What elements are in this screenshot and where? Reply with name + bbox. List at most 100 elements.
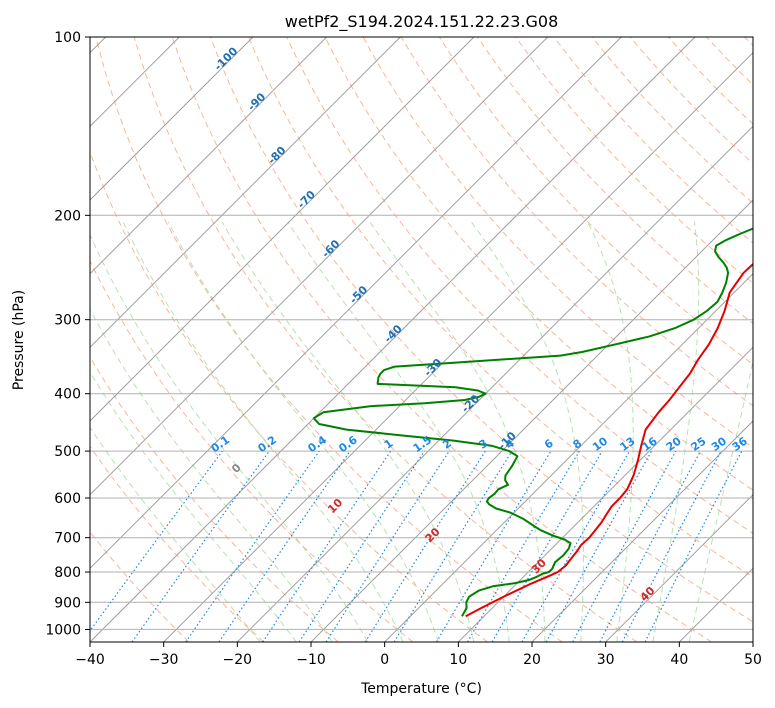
y-axis-title: Pressure (hPa)	[11, 290, 27, 390]
x-axis-ticks: −40 −30 −20 −10 0 10 20 30 40 50	[75, 642, 762, 668]
isotherm-label: -60	[319, 237, 342, 260]
moist-adiabat-line	[470, 221, 584, 642]
isotherm-line	[236, 125, 753, 642]
dry-adiabat-line	[553, 37, 753, 244]
x-tick-label: 20	[523, 652, 541, 668]
y-tick-label: 700	[54, 531, 81, 547]
isotherm-line	[90, 37, 696, 642]
dry-adiabat-line	[515, 37, 753, 284]
mixing-ratio-label: 2	[440, 437, 454, 452]
moist-adiabat-line	[586, 221, 634, 642]
isotherm-line	[90, 37, 254, 201]
moist-adiabat-line	[90, 308, 333, 642]
isotherm-line	[384, 272, 753, 642]
isotherm-line	[310, 199, 753, 642]
isotherm-label: -40	[382, 322, 405, 345]
x-tick-label: −10	[296, 652, 326, 668]
dry-adiabat-line	[95, 37, 563, 642]
mixing-ratio-line	[545, 450, 653, 642]
y-tick-label: 100	[54, 30, 81, 46]
mixing-ratio-line	[644, 450, 743, 642]
dry-adiabat-line	[133, 37, 638, 642]
y-tick-label: 400	[54, 387, 81, 403]
dry-adiabat-line	[90, 259, 414, 642]
dry-adiabat-label: 0	[229, 461, 244, 476]
moist-adiabat-line	[221, 221, 475, 642]
isotherm-label: -30	[421, 356, 444, 379]
dry-adiabat-line	[171, 37, 712, 642]
mixing-ratio-line	[90, 450, 223, 632]
moist-adiabat-line	[90, 371, 297, 642]
profile-lines	[312, 227, 753, 618]
x-axis-title: Temperature (°C)	[360, 681, 482, 697]
moist-adiabat-line	[122, 221, 404, 642]
y-tick-label: 500	[54, 444, 81, 460]
moist-adiabat-line	[90, 233, 369, 642]
x-tick-label: −20	[223, 652, 253, 668]
moist-adiabat-line	[287, 221, 510, 642]
isotherm-label: -70	[295, 188, 318, 211]
isotherm-line	[752, 641, 753, 642]
mixing-ratio-line	[131, 450, 270, 642]
x-tick-label: −30	[149, 652, 179, 668]
dry-adiabat-line	[668, 37, 753, 125]
isotherm-label: -20	[459, 392, 482, 415]
background-lines	[90, 37, 753, 642]
isotherm-line	[163, 51, 753, 642]
mixing-ratio-line	[185, 450, 320, 642]
moist-adiabat-line	[688, 358, 753, 642]
dry-adiabat-line	[286, 37, 753, 534]
isotherm-label: -80	[265, 144, 288, 167]
isotherm-line	[605, 493, 753, 642]
x-tick-label: 10	[449, 652, 467, 668]
x-tick-label: −40	[75, 652, 105, 668]
mixing-ratio-line	[521, 450, 631, 642]
dry-adiabat-line	[744, 37, 753, 47]
moist-adiabat-line	[90, 426, 261, 642]
mixing-ratio-line	[572, 450, 677, 642]
y-tick-label: 1000	[45, 622, 81, 638]
isotherm-line	[90, 37, 622, 570]
y-tick-label: 800	[54, 565, 81, 581]
mixing-ratio-line	[435, 450, 552, 642]
dry-adiabat-line	[591, 37, 753, 204]
y-tick-label: 200	[54, 208, 81, 224]
isotherm-label: -90	[245, 90, 268, 113]
x-tick-label: 50	[744, 652, 762, 668]
dry-adiabat-line	[706, 37, 753, 86]
mixing-ratio-line	[599, 450, 702, 642]
isotherm-line	[90, 37, 475, 422]
isotherm-line	[457, 346, 753, 642]
isotherm-line	[90, 37, 401, 349]
isotherm-line	[678, 567, 753, 642]
chart-title: wetPf2_S194.2024.151.22.23.G08	[285, 12, 559, 32]
isotherm-line	[90, 37, 549, 496]
y-axis-ticks: 100 200 300 400 500 600 700 800 900 1000	[45, 30, 90, 638]
mixing-ratio-line	[218, 450, 351, 642]
isotherm-line	[90, 37, 328, 275]
mixing-ratio-line	[393, 450, 513, 642]
plot-frame	[89, 36, 754, 643]
y-tick-label: 300	[54, 313, 81, 329]
moist-adiabat-line	[652, 221, 700, 642]
mixing-ratio-line	[325, 450, 450, 642]
mixing-ratio-label: 0.1	[209, 433, 232, 455]
dry-adiabat-line	[248, 37, 753, 578]
isotherm-label: -100	[212, 44, 241, 73]
y-tick-label: 900	[54, 595, 81, 611]
profile-series-line	[312, 227, 753, 617]
mixing-ratio-line	[364, 450, 486, 642]
isotherm-label: -50	[347, 283, 370, 306]
x-tick-label: 0	[380, 652, 389, 668]
mixing-ratio-label: 3	[477, 437, 491, 452]
dry-adiabat-line	[210, 37, 753, 623]
moist-adiabat-line	[167, 221, 439, 642]
dry-adiabat-line	[90, 150, 488, 642]
mixing-ratio-label: 0.6	[336, 433, 360, 455]
x-tick-label: 30	[597, 652, 615, 668]
dry-adiabat-label: 40	[638, 584, 658, 604]
y-tick-label: 600	[54, 491, 81, 507]
mixing-ratio-label: 6	[542, 437, 556, 452]
profile-series-line	[465, 262, 753, 618]
